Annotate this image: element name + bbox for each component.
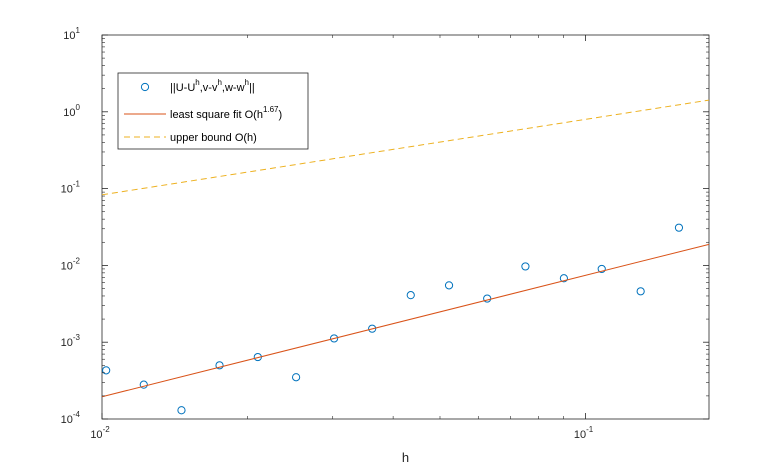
legend-label-part: upper bound O(h) xyxy=(170,132,257,144)
legend: ||U-Uh,v-vh,w-wh||least square fit O(h1.… xyxy=(117,72,309,150)
legend-label-part: h xyxy=(195,78,199,87)
data-point xyxy=(444,281,454,290)
y-tick-exponent: -4 xyxy=(73,410,81,419)
x-tick-exponent: -2 xyxy=(103,425,111,434)
y-tick-base: 10 xyxy=(61,414,73,426)
legend-label-part: ||U-U xyxy=(170,82,195,94)
data-point xyxy=(674,223,684,232)
y-tick-label: 10-2 xyxy=(61,256,81,272)
legend-label: ||U-Uh,v-vh,w-wh|| xyxy=(170,78,255,94)
y-tick-exponent: 1 xyxy=(76,26,81,35)
legend-label-part: ,v-v xyxy=(200,82,218,94)
plot-area xyxy=(101,99,710,415)
y-tick-label: 10-4 xyxy=(61,410,81,426)
y-tick-base: 10 xyxy=(63,107,75,119)
data-point xyxy=(636,287,645,296)
data-point xyxy=(483,294,492,303)
y-tick-base: 10 xyxy=(61,337,73,349)
legend-label-part: h xyxy=(217,78,221,87)
y-tick-base: 10 xyxy=(61,184,73,196)
legend-label-part: ) xyxy=(279,109,283,121)
legend-box xyxy=(117,72,309,150)
y-tick-exponent: 0 xyxy=(76,103,81,112)
x-tick-exponent: -1 xyxy=(586,425,594,434)
x-tick-base: 10 xyxy=(574,429,586,441)
y-tick-label: 10-1 xyxy=(61,180,81,196)
data-point xyxy=(177,406,186,415)
data-point xyxy=(215,361,224,370)
y-tick-label: 10-3 xyxy=(61,333,81,349)
legend-label-part: || xyxy=(249,82,255,94)
data-point xyxy=(330,334,339,343)
legend-label: least square fit O(h1.67) xyxy=(170,105,282,121)
y-tick-exponent: -2 xyxy=(73,256,81,265)
data-point xyxy=(406,291,415,300)
x-tick-base: 10 xyxy=(90,429,102,441)
x-tick-label: 10-1 xyxy=(574,425,594,441)
data-point xyxy=(368,324,377,333)
data-point xyxy=(597,264,606,274)
data-point xyxy=(292,373,301,382)
legend-label: upper bound O(h) xyxy=(170,132,257,144)
data-point xyxy=(559,274,569,283)
legend-label-part: 1.67 xyxy=(263,105,279,114)
y-tick-exponent: -3 xyxy=(73,333,81,342)
y-tick-exponent: -1 xyxy=(73,180,81,189)
y-tick-base: 10 xyxy=(63,30,75,42)
data-point xyxy=(139,380,148,389)
data-point xyxy=(102,366,111,375)
data-point xyxy=(521,262,530,271)
fit-line xyxy=(101,243,710,398)
legend-label-part: h xyxy=(245,78,249,87)
y-tick-label: 101 xyxy=(63,26,80,42)
legend-label-part: least square fit O(h xyxy=(170,109,263,121)
x-tick-label: 10-2 xyxy=(90,425,110,441)
legend-label-part: ,w-w xyxy=(222,82,245,94)
y-tick-label: 100 xyxy=(63,103,80,119)
x-axis-label: h xyxy=(402,450,409,465)
y-tick-base: 10 xyxy=(61,260,73,272)
upper-bound-line xyxy=(101,99,710,196)
legend-marker xyxy=(140,82,150,92)
